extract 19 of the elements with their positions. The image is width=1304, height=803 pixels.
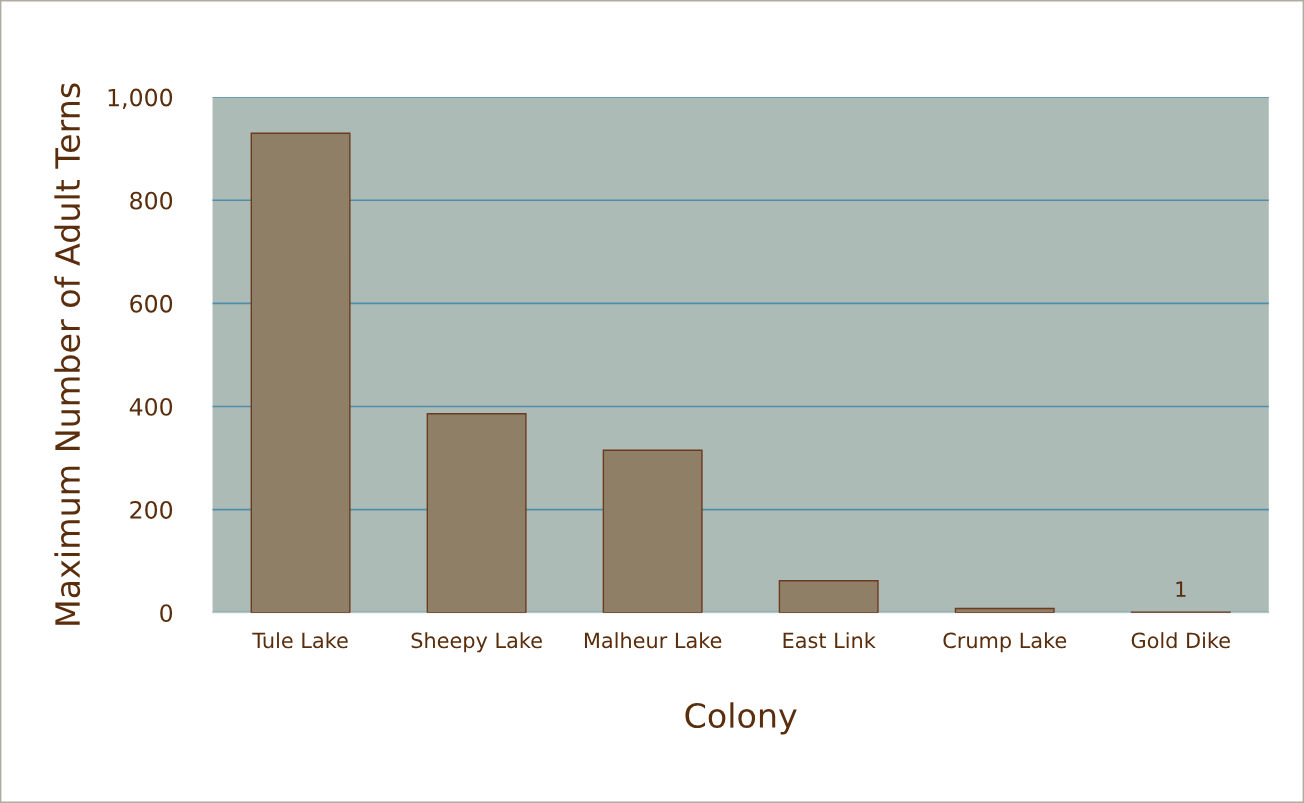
y-tick-label: 800 <box>130 191 173 210</box>
x-tick-label: Gold Dike <box>1131 632 1230 649</box>
y-tick-label: 1,000 <box>108 88 173 109</box>
bar <box>778 580 879 613</box>
y-tick-label: 0 <box>160 604 173 622</box>
y-tick-label: 400 <box>129 397 173 416</box>
y-axis-title: Maximum Number of Adult Terns <box>54 83 81 625</box>
data-label: 1 <box>1176 581 1186 597</box>
x-tick-label: Sheepy Lake <box>411 632 542 653</box>
x-tick-label: Crump Lake <box>943 632 1067 653</box>
x-axis-title: Colony <box>685 702 797 735</box>
y-tick-label: 600 <box>130 294 173 313</box>
bar <box>602 449 703 613</box>
x-tick-label: Malheur Lake <box>584 632 722 649</box>
x-tick-label: East Link <box>783 632 876 649</box>
bar <box>250 132 351 613</box>
bar <box>426 413 527 613</box>
y-tick-label: 200 <box>130 501 173 519</box>
x-tick-label: Tule Lake <box>252 632 348 649</box>
